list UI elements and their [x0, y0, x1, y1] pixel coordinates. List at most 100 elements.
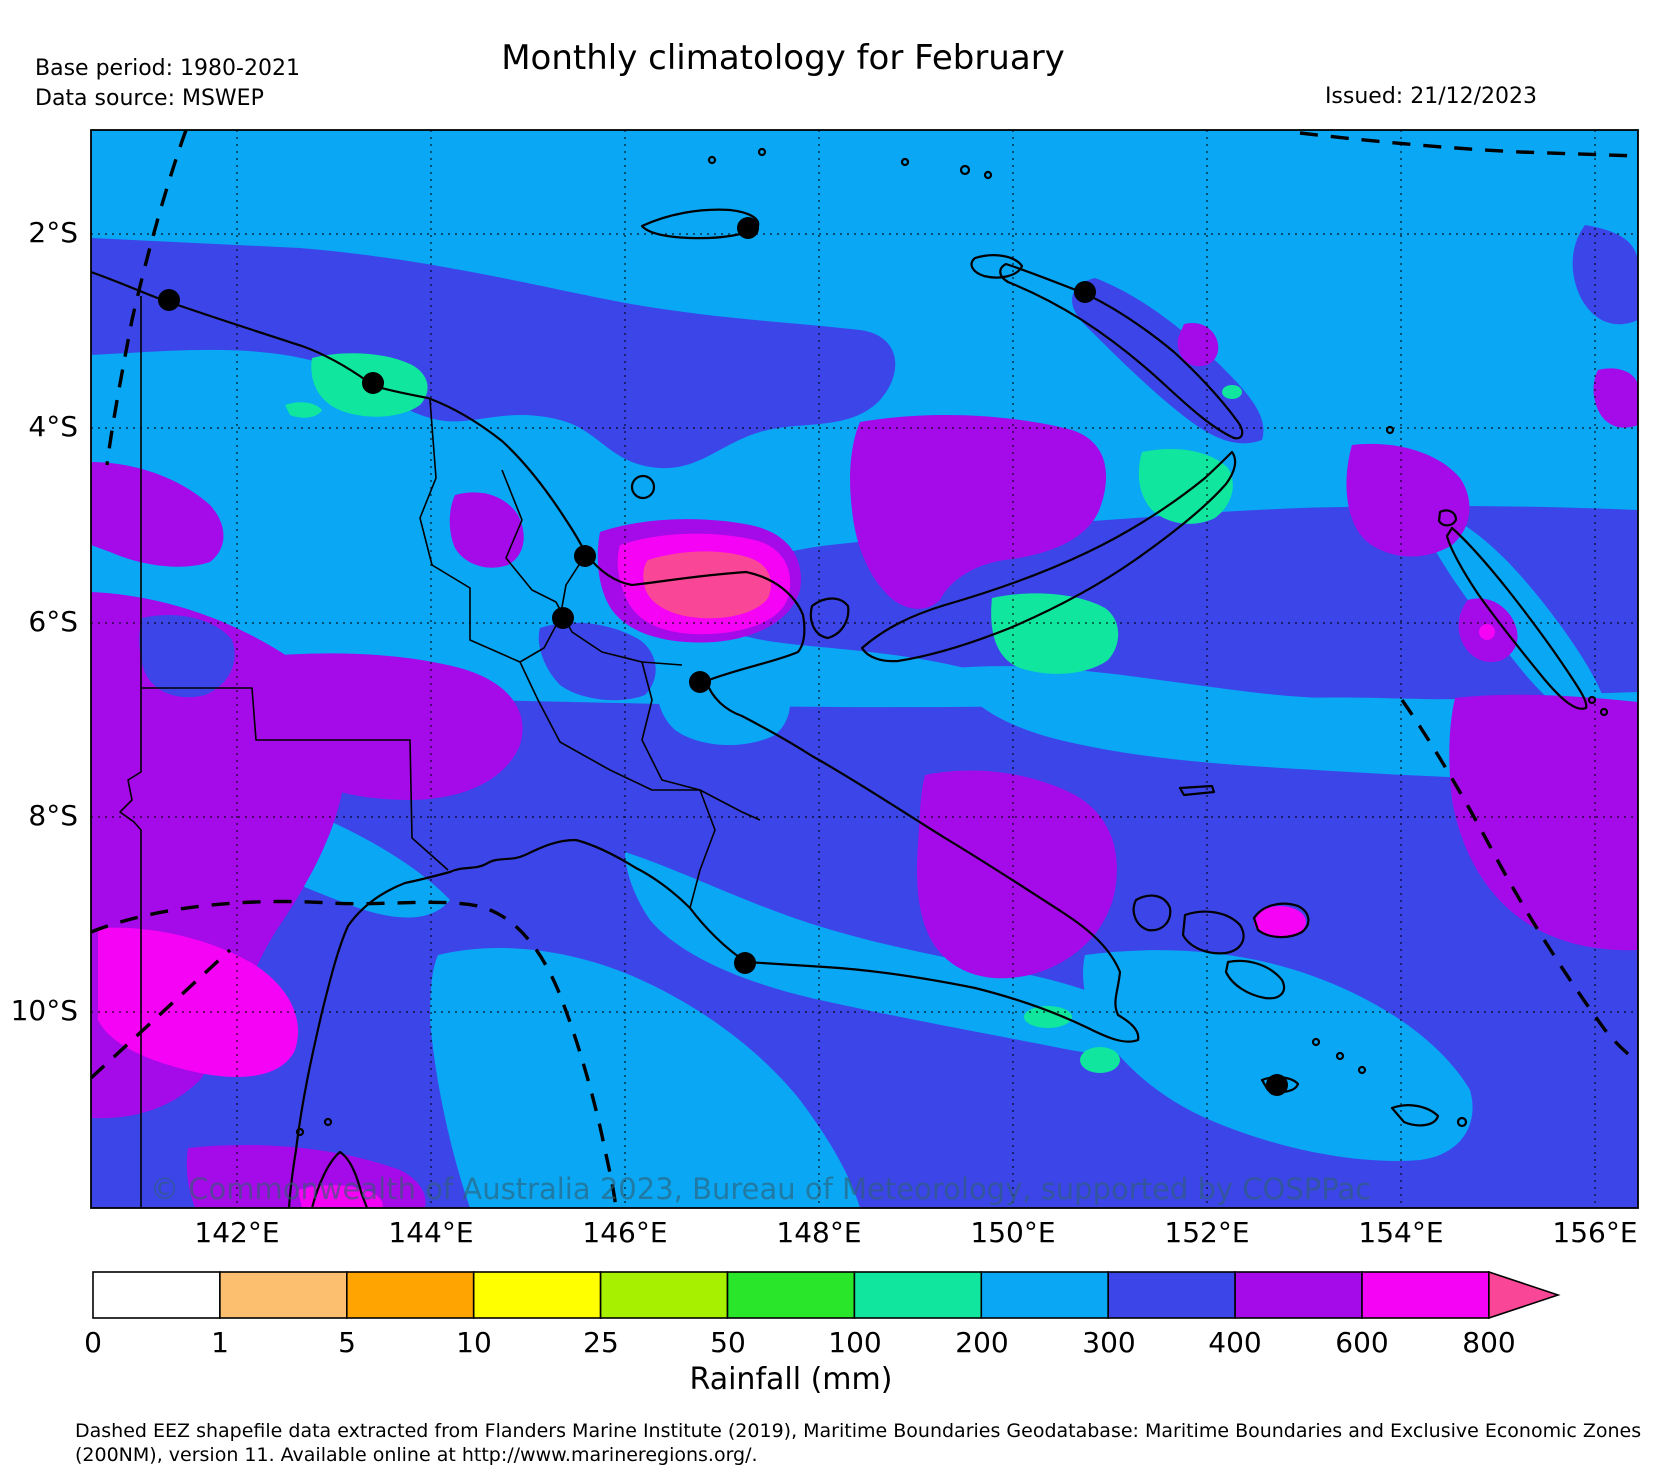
contour-region	[449, 492, 524, 568]
colorbar-tick-label: 100	[828, 1326, 882, 1359]
eez-line	[1400, 699, 1638, 1064]
eez-line	[1299, 131, 1638, 158]
coastline-woodlark	[1252, 902, 1310, 939]
lon-label: 152°E	[1164, 1216, 1250, 1249]
town-marker	[1266, 1074, 1288, 1096]
coastline-islet	[707, 155, 717, 165]
lon-label: 148°E	[776, 1216, 862, 1249]
coastline-islet	[1357, 1065, 1367, 1075]
coastline-tagula	[1390, 1104, 1440, 1127]
lon-label: 146°E	[582, 1216, 668, 1249]
contour-region	[430, 947, 860, 1208]
coastline-islet	[1311, 1037, 1321, 1047]
colorbar	[92, 1270, 1561, 1320]
contour-region	[1346, 443, 1470, 557]
colorbar-segment	[726, 1271, 856, 1319]
colorbar-tick-label: 25	[583, 1326, 619, 1359]
coastline-bougainville	[1445, 526, 1588, 710]
colorbar-segment	[345, 1271, 475, 1319]
copyright-watermark: © Commonwealth of Australia 2023, Bureau…	[150, 1172, 1372, 1206]
contour-region	[656, 652, 790, 746]
colorbar-tick-label: 400	[1208, 1326, 1262, 1359]
colorbar-tick-label: 200	[955, 1326, 1009, 1359]
contour-region	[1424, 508, 1610, 723]
border-provincial	[141, 687, 449, 871]
contour-region	[1572, 225, 1638, 325]
border-provincial	[501, 469, 683, 666]
coastline-new-ireland	[999, 262, 1244, 440]
town-markers	[158, 217, 1288, 1096]
colorbar-segment	[219, 1271, 348, 1319]
eez-boundaries	[91, 130, 1638, 1208]
contour-region	[1254, 906, 1306, 938]
colorbar-arrow	[1488, 1270, 1561, 1320]
issued-date-label: Issued: 21/12/2023	[1324, 84, 1537, 109]
coastline-karkar	[630, 474, 656, 500]
contour-region	[1479, 624, 1495, 640]
colorbar-segment	[92, 1271, 221, 1319]
colorbar-tick-label: 1	[211, 1326, 229, 1359]
colorbar-segment	[853, 1271, 983, 1319]
colorbar-segment	[599, 1271, 729, 1319]
contour-region	[91, 238, 896, 469]
coastline-fergusson	[1181, 910, 1245, 955]
coastline-islet	[1335, 1051, 1345, 1061]
town-marker	[734, 952, 756, 974]
border-provincial	[641, 661, 701, 791]
coastline-umboi	[809, 597, 850, 640]
footer-attribution-line1: Dashed EEZ shapefile data extracted from…	[75, 1420, 1642, 1442]
colorbar-title: Rainfall (mm)	[689, 1362, 893, 1397]
border-indonesia-png	[119, 296, 142, 1208]
lat-label: 10°S	[10, 994, 78, 1028]
town-marker	[362, 372, 384, 394]
contour-region	[1072, 278, 1264, 444]
colorbar-tick-label: 10	[456, 1326, 492, 1359]
contour-region	[538, 622, 656, 701]
lat-label: 4°S	[28, 410, 78, 444]
contour-region	[1449, 694, 1638, 951]
contour-region	[917, 770, 1117, 979]
contour-region	[1177, 322, 1219, 367]
coastline-normanby	[1224, 959, 1286, 1000]
contour-region	[98, 927, 299, 1077]
coastline-islet	[757, 147, 767, 157]
contour-region	[1593, 368, 1638, 428]
town-marker	[574, 545, 596, 567]
data-source-label: Data source: MSWEP	[35, 86, 264, 111]
colorbar-tick-label: 50	[710, 1326, 746, 1359]
graticule-gridlines	[91, 130, 1638, 1208]
colorbar-tick-label: 300	[1082, 1326, 1136, 1359]
coastline-islet	[1385, 425, 1395, 435]
coastline-islet	[1599, 707, 1609, 717]
border-provincial	[419, 399, 761, 821]
coastline-islet	[323, 1117, 333, 1127]
contour-region	[1222, 385, 1242, 399]
coastline-islet	[1587, 695, 1597, 705]
contour-region	[91, 462, 224, 567]
contour-region	[625, 852, 1160, 1055]
town-marker	[158, 289, 180, 311]
border-provincial	[689, 789, 716, 909]
colorbar-tick-label: 5	[338, 1326, 356, 1359]
page-title: Monthly climatology for February	[501, 38, 1065, 78]
coastline-islet	[959, 164, 971, 176]
contour-region-800-plus	[643, 551, 771, 619]
town-marker	[689, 671, 711, 693]
lon-label: 144°E	[388, 1216, 474, 1249]
coastline-islet	[983, 170, 993, 180]
lon-label: 156°E	[1552, 1216, 1638, 1249]
coastline-cape-york	[310, 1150, 369, 1208]
coastline-goodenough	[1132, 894, 1172, 932]
map-frame	[90, 129, 1639, 1209]
colorbar-segment	[1234, 1271, 1363, 1319]
coastline-islet	[295, 1127, 305, 1137]
contour-region	[1080, 1047, 1120, 1073]
coastline-mainland	[91, 270, 1140, 1208]
eez-line	[91, 948, 232, 1080]
coastline-new-hanover	[970, 254, 1024, 279]
colorbar-tick-label: 600	[1335, 1326, 1389, 1359]
footer-attribution-line2: (200NM), version 11. Available online at…	[75, 1444, 758, 1466]
town-marker	[1074, 281, 1096, 303]
